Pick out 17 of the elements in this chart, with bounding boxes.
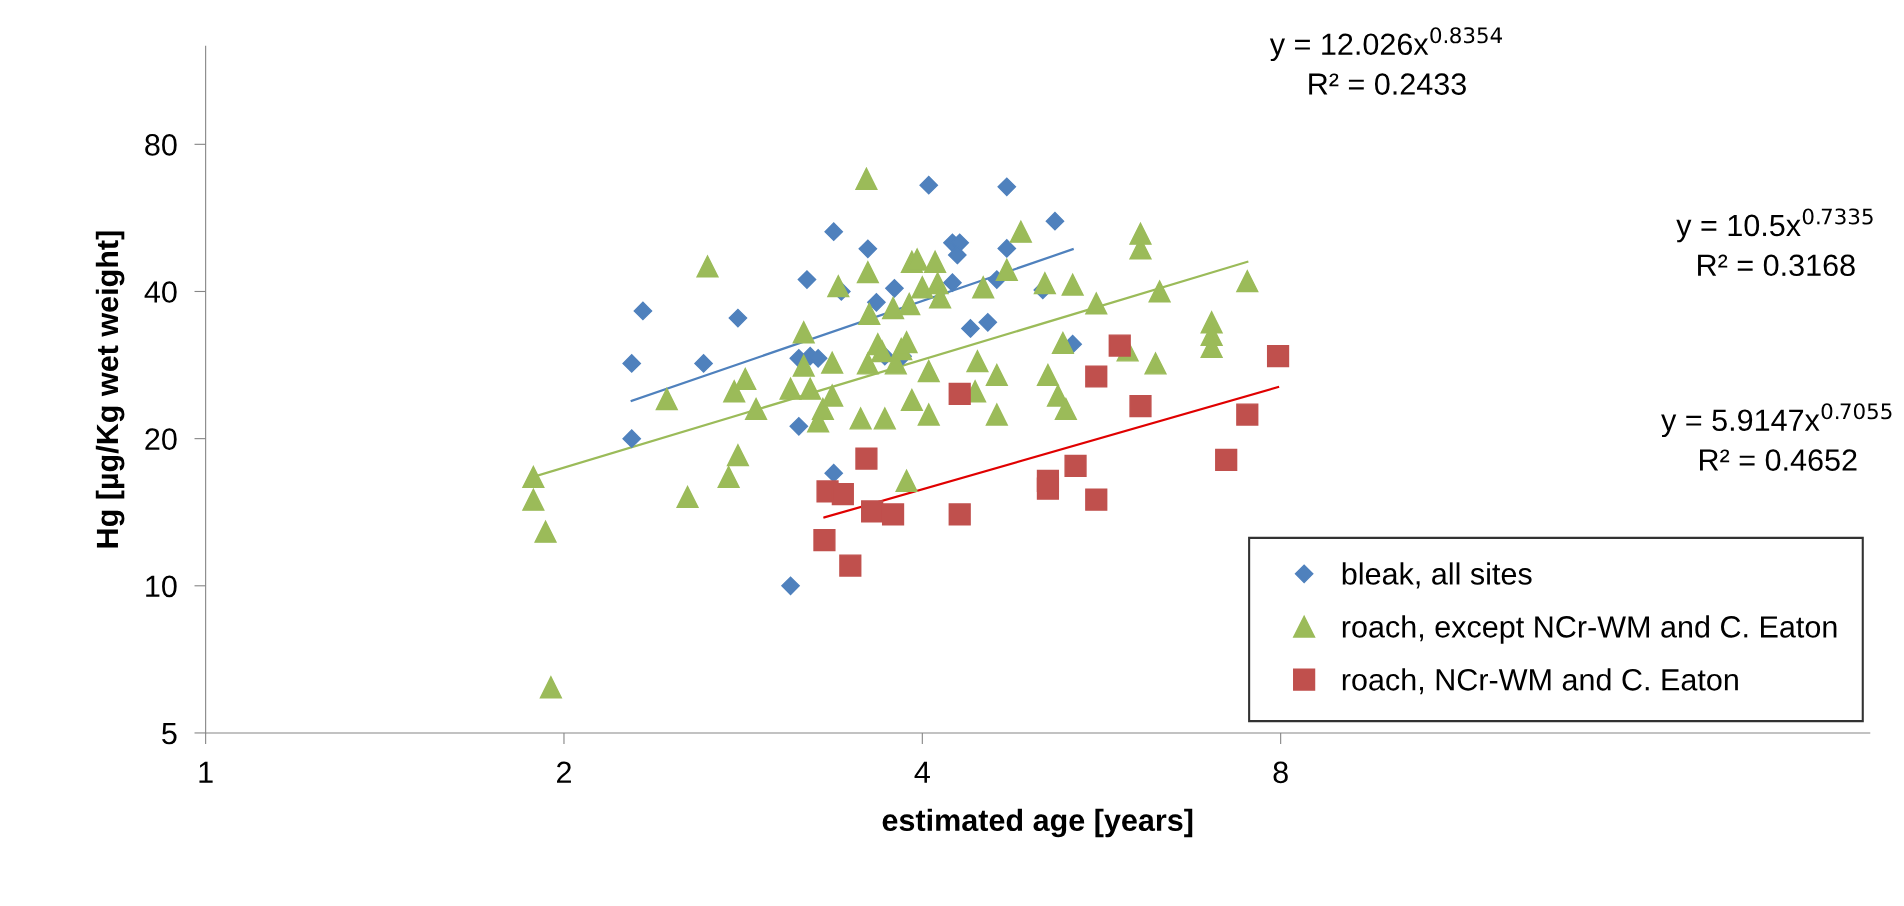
- x-tick-label: 1: [199, 761, 213, 783]
- x-tick-label: 2: [557, 761, 571, 783]
- x-tick-label: 8: [1273, 761, 1288, 784]
- text: y = 10.5x$^{0.7335}$ R² = 0.3168: [1676, 208, 1873, 277]
- text: y = 5.9147x$^{0.7055}$ R² = 0.4652: [1661, 403, 1892, 471]
- y-tick-label: 80: [145, 134, 177, 156]
- y-tick-label: 40: [144, 281, 177, 303]
- y-axis-title: Hg [µg/Kg wet weight]: [95, 231, 125, 548]
- x-tick-label: 4: [914, 761, 930, 783]
- legend-label: bleak, all sites: [1342, 562, 1532, 589]
- x-axis-title: estimated age [years]: [882, 808, 1193, 838]
- legend-label: roach, except NCr-WM and C. Eaton: [1342, 615, 1837, 644]
- y-tick-label: 20: [145, 428, 177, 451]
- y-tick-label: 5: [162, 723, 177, 745]
- text: y = 12.026x$^{0.8354}$ R² = 0.2433: [1269, 27, 1503, 95]
- legend-label: roach, NCr-WM and C. Eaton: [1342, 668, 1738, 695]
- y-tick-label: 10: [146, 575, 177, 598]
